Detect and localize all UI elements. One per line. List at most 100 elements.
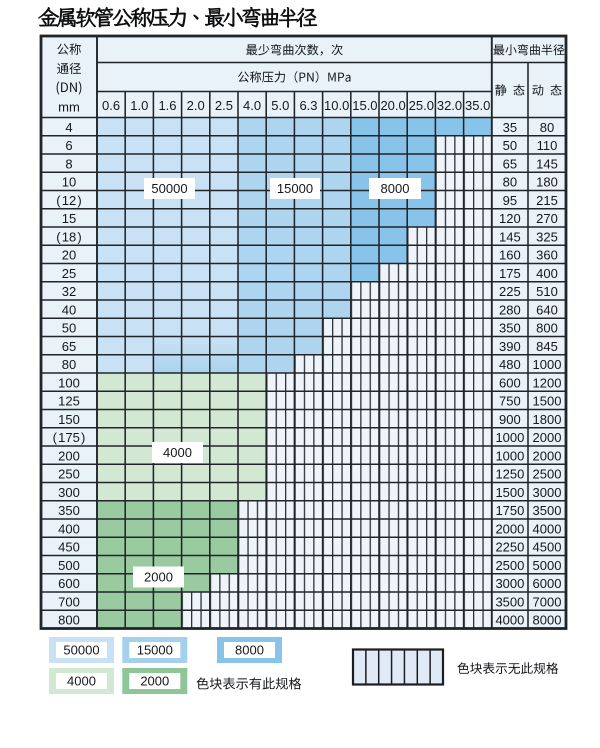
svg-text:480: 480 <box>499 357 521 372</box>
svg-text:110: 110 <box>537 138 558 153</box>
svg-text:15: 15 <box>62 211 76 226</box>
svg-text:300: 300 <box>58 485 80 500</box>
svg-text:25: 25 <box>62 266 76 281</box>
svg-text:900: 900 <box>499 412 521 427</box>
svg-text:125: 125 <box>58 394 80 409</box>
svg-text:7000: 7000 <box>533 594 562 609</box>
svg-text:15.0: 15.0 <box>352 98 377 113</box>
svg-text:250: 250 <box>58 467 80 482</box>
svg-text:50: 50 <box>62 321 76 336</box>
svg-text:4: 4 <box>65 120 72 135</box>
svg-text:4500: 4500 <box>533 540 562 555</box>
svg-text:700: 700 <box>58 594 80 609</box>
svg-text:5000: 5000 <box>533 558 562 573</box>
svg-text:270: 270 <box>536 211 558 226</box>
svg-text:510: 510 <box>536 284 558 299</box>
svg-text:15000: 15000 <box>137 643 173 658</box>
svg-text:20.0: 20.0 <box>380 98 405 113</box>
svg-text:400: 400 <box>58 521 80 536</box>
svg-text:50000: 50000 <box>151 181 187 196</box>
svg-text:1.0: 1.0 <box>130 98 148 113</box>
svg-text:35: 35 <box>503 120 517 135</box>
svg-text:32: 32 <box>62 284 76 299</box>
svg-text:640: 640 <box>536 302 558 317</box>
svg-text:2000: 2000 <box>495 521 524 536</box>
svg-text:8: 8 <box>65 156 72 171</box>
svg-text:2250: 2250 <box>495 540 524 555</box>
svg-text:50000: 50000 <box>63 643 99 658</box>
svg-text:2500: 2500 <box>495 558 524 573</box>
svg-text:1000: 1000 <box>495 430 524 445</box>
svg-text:2500: 2500 <box>533 467 562 482</box>
svg-text:280: 280 <box>499 302 521 317</box>
svg-text:120: 120 <box>499 211 521 226</box>
svg-text:10: 10 <box>62 175 76 190</box>
svg-text:145: 145 <box>499 229 521 244</box>
svg-text:225: 225 <box>499 284 521 299</box>
svg-text:1250: 1250 <box>495 467 524 482</box>
svg-text:180: 180 <box>536 175 558 190</box>
svg-text:1750: 1750 <box>495 503 524 518</box>
svg-text:6000: 6000 <box>533 576 562 591</box>
svg-text:175: 175 <box>499 266 521 281</box>
svg-text:400: 400 <box>536 266 558 281</box>
svg-text:215: 215 <box>536 193 558 208</box>
svg-text:95: 95 <box>503 193 517 208</box>
svg-text:800: 800 <box>536 321 558 336</box>
svg-text:360: 360 <box>536 248 558 263</box>
svg-text:1500: 1500 <box>495 485 524 500</box>
svg-text:200: 200 <box>58 448 80 463</box>
svg-text:4.0: 4.0 <box>243 98 261 113</box>
svg-text:1000: 1000 <box>495 448 524 463</box>
svg-text:15000: 15000 <box>277 181 313 196</box>
svg-text:4000: 4000 <box>163 445 192 460</box>
svg-text:(12): (12) <box>56 193 82 208</box>
svg-text:350: 350 <box>499 321 521 336</box>
svg-text:(175): (175) <box>53 430 86 445</box>
svg-text:2.0: 2.0 <box>187 98 205 113</box>
svg-text:4000: 4000 <box>533 521 562 536</box>
svg-text:450: 450 <box>58 540 80 555</box>
svg-text:5.0: 5.0 <box>271 98 289 113</box>
svg-text:20: 20 <box>62 248 76 263</box>
svg-text:3000: 3000 <box>533 485 562 500</box>
svg-text:2.5: 2.5 <box>215 98 233 113</box>
svg-text:845: 845 <box>536 339 558 354</box>
svg-text:2000: 2000 <box>144 570 173 585</box>
svg-text:800: 800 <box>58 613 80 628</box>
svg-text:(18): (18) <box>56 229 82 244</box>
svg-text:25.0: 25.0 <box>409 98 434 113</box>
svg-text:500: 500 <box>58 558 80 573</box>
svg-text:750: 750 <box>499 394 521 409</box>
svg-text:mm: mm <box>58 100 80 115</box>
svg-text:1800: 1800 <box>533 412 562 427</box>
svg-text:145: 145 <box>536 156 558 171</box>
svg-text:350: 350 <box>58 503 80 518</box>
svg-text:2000: 2000 <box>533 448 562 463</box>
svg-text:32.0: 32.0 <box>437 98 462 113</box>
svg-text:8000: 8000 <box>533 613 562 628</box>
svg-text:10.0: 10.0 <box>324 98 349 113</box>
svg-text:0.6: 0.6 <box>102 98 120 113</box>
svg-text:6.3: 6.3 <box>299 98 317 113</box>
svg-text:1200: 1200 <box>533 375 562 390</box>
svg-text:1000: 1000 <box>533 357 562 372</box>
svg-text:40: 40 <box>62 302 76 317</box>
svg-text:600: 600 <box>499 375 521 390</box>
svg-text:600: 600 <box>58 576 80 591</box>
svg-text:3000: 3000 <box>495 576 524 591</box>
svg-text:1500: 1500 <box>533 394 562 409</box>
svg-text:3500: 3500 <box>533 503 562 518</box>
svg-text:3500: 3500 <box>495 594 524 609</box>
svg-text:8000: 8000 <box>235 643 264 658</box>
svg-text:4000: 4000 <box>67 674 96 689</box>
svg-text:150: 150 <box>58 412 80 427</box>
svg-text:390: 390 <box>499 339 521 354</box>
svg-text:325: 325 <box>536 229 558 244</box>
svg-text:65: 65 <box>503 156 517 171</box>
svg-text:2000: 2000 <box>533 430 562 445</box>
svg-text:65: 65 <box>62 339 76 354</box>
svg-text:50: 50 <box>503 138 517 153</box>
svg-text:80: 80 <box>503 175 517 190</box>
svg-text:80: 80 <box>62 357 76 372</box>
